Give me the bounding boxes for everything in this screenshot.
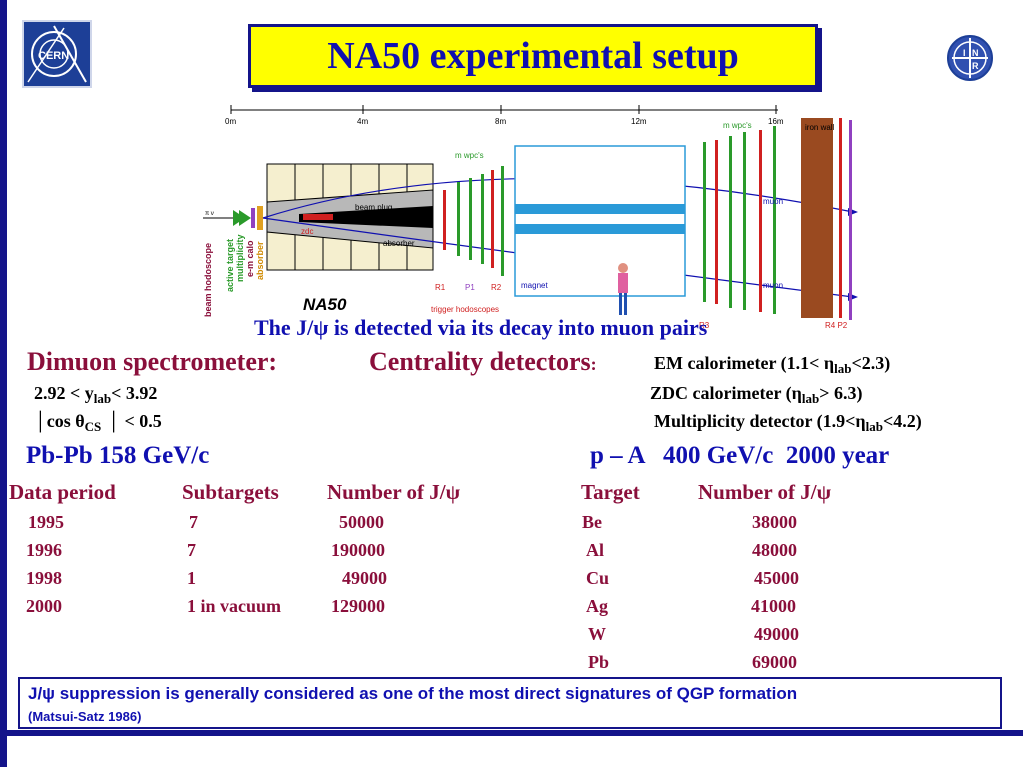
svg-text:I: I [963, 48, 966, 58]
centrality-heading-text: Centrality detectors [369, 347, 591, 376]
mult-subscript: lab [865, 419, 883, 434]
label-magnet: magnet [521, 281, 548, 290]
cos-theta-text: cos θ [46, 411, 85, 431]
scale-label-16m: 16m [768, 117, 784, 126]
pa-row-target: Pb [588, 652, 610, 672]
pa-row-count: 49000 [754, 624, 799, 644]
pa-row-count: 69000 [752, 652, 797, 672]
pbpb-col-header-subtargets: Subtargets [182, 480, 279, 504]
conclusion-reference: (Matsui-Satz 1986) [28, 709, 142, 724]
zdc-subscript: lab [801, 391, 820, 406]
label-r1: R1 [435, 283, 446, 292]
pa-row-target: Ag [586, 596, 608, 616]
em-range-b: <2.3) [851, 353, 891, 373]
scale-label-12m: 12m [631, 117, 647, 126]
label-r2: R2 [491, 283, 502, 292]
pbpb-row-count: 190000 [331, 540, 385, 560]
pbpb-row-period: 2000 [26, 596, 62, 616]
label-mwpc-top: m wpc's [723, 121, 752, 130]
pa-heading: p – A 400 GeV/c 2000 year [590, 442, 890, 469]
cern-logo: CERN [22, 20, 92, 88]
label-absorber-vertical: absorber [255, 241, 265, 280]
rapidity-subscript: lab [93, 391, 112, 406]
pbpb-row-count: 129000 [331, 596, 385, 616]
pbpb-col-header-count: Number of J/ψ [327, 480, 461, 504]
label-absorber: absorber [383, 239, 415, 248]
cos-bar-right: │ [107, 411, 121, 431]
label-zdc: zdc [301, 227, 313, 236]
na50-logo-text: NA50 [303, 295, 347, 314]
cos-subscript: CS [84, 419, 102, 434]
pbpb-row-subtargets: 1 in vacuum [187, 596, 282, 616]
pa-row-count: 38000 [752, 512, 797, 532]
pa-row-count: 45000 [754, 568, 799, 588]
label-iron-wall: iron wall [805, 123, 835, 132]
slide-frame-bottom [0, 730, 1023, 736]
label-active-target: active target [225, 239, 235, 292]
cos-cut-value: < 0.5 [120, 411, 162, 431]
label-mwpc-mid: m wpc's [455, 151, 484, 160]
zdc-range-a: ZDC calorimeter (η [650, 383, 802, 403]
centrality-heading-colon: : [590, 354, 597, 374]
conclusion-text: J/ψ suppression is generally considered … [28, 684, 798, 703]
title-box: NA50 experimental setup [248, 24, 818, 88]
dimuon-heading: Dimuon spectrometer: [27, 347, 278, 376]
rapidity-cut-lower: 2.92 < y [34, 383, 94, 403]
pbpb-row-count: 50000 [339, 512, 384, 532]
slide-frame-left [0, 0, 7, 767]
cos-bar-left: │ [34, 411, 47, 431]
mult-range-a: Multiplicity detector (1.9<η [654, 411, 866, 431]
em-subscript: lab [834, 361, 852, 376]
label-trigger-hodoscopes: trigger hodoscopes [431, 305, 499, 314]
label-muon-top: muon [763, 197, 783, 206]
svg-text:CERN: CERN [38, 50, 69, 62]
mult-range-b: <4.2) [882, 411, 922, 431]
label-r3: R3 [699, 321, 710, 330]
pbpb-row-count: 49000 [342, 568, 387, 588]
label-r4-p2: R4 P2 [825, 321, 848, 330]
inr-logo: I N R [946, 34, 994, 82]
pbpb-heading: Pb-Pb 158 GeV/c [26, 442, 210, 469]
em-range-a: EM calorimeter (1.1< η [654, 353, 835, 373]
svg-text:R: R [972, 61, 979, 71]
page-title: NA50 experimental setup [327, 35, 739, 77]
pa-col-header-count: Number of J/ψ [698, 480, 832, 504]
pbpb-row-subtargets: 1 [187, 568, 196, 588]
svg-text:π ν: π ν [205, 211, 214, 217]
centrality-heading: Centrality detectors: [369, 347, 597, 377]
svg-text:N: N [972, 48, 979, 58]
pbpb-row-period: 1995 [28, 512, 64, 532]
zdc-calorimeter-range: ZDC calorimeter (ηlab> 6.3) [650, 383, 862, 407]
scale-label-4m: 4m [357, 117, 368, 126]
pa-row-target: Cu [586, 568, 610, 588]
pbpb-row-period: 1996 [26, 540, 62, 560]
pbpb-row-subtargets: 7 [187, 540, 196, 560]
em-calorimeter-range: EM calorimeter (1.1< ηlab<2.3) [654, 353, 890, 377]
label-muon-bottom: muon [763, 281, 783, 290]
dimuon-rapidity-cut: 2.92 < ylab< 3.92 [34, 383, 157, 407]
rapidity-cut-upper: < 3.92 [111, 383, 158, 403]
pa-row-target: W [588, 624, 606, 644]
scale-label-8m: 8m [495, 117, 506, 126]
pa-row-target: Be [582, 512, 602, 532]
pbpb-col-header-period: Data period [9, 480, 116, 504]
pa-col-header-target: Target [581, 480, 640, 504]
pbpb-row-subtargets: 7 [189, 512, 198, 532]
na50-setup-diagram: 0m 4m 8m 12m 16m beam hodoscope active t… [203, 102, 863, 332]
label-multiplicity: multiplicity [235, 234, 245, 282]
pa-row-count: 41000 [751, 596, 796, 616]
scale-label-0m: 0m [225, 117, 236, 126]
label-beam-hodoscope: beam hodoscope [203, 243, 213, 317]
label-p1: P1 [465, 283, 475, 292]
label-beam-plug: beam plug [355, 203, 392, 212]
dimuon-cos-cut: │cos θCS │ < 0.5 [34, 411, 162, 435]
diagram-caption: The J/ψ is detected via its decay into m… [254, 315, 708, 340]
pbpb-row-period: 1998 [26, 568, 62, 588]
pa-row-target: Al [586, 540, 604, 560]
zdc-range-b: > 6.3) [819, 383, 863, 403]
multiplicity-detector-range: Multiplicity detector (1.9<ηlab<4.2) [654, 411, 922, 435]
pa-row-count: 48000 [752, 540, 797, 560]
conclusion-box: J/ψ suppression is generally considered … [18, 677, 1002, 729]
label-em-calo: e-m calo [245, 240, 255, 277]
